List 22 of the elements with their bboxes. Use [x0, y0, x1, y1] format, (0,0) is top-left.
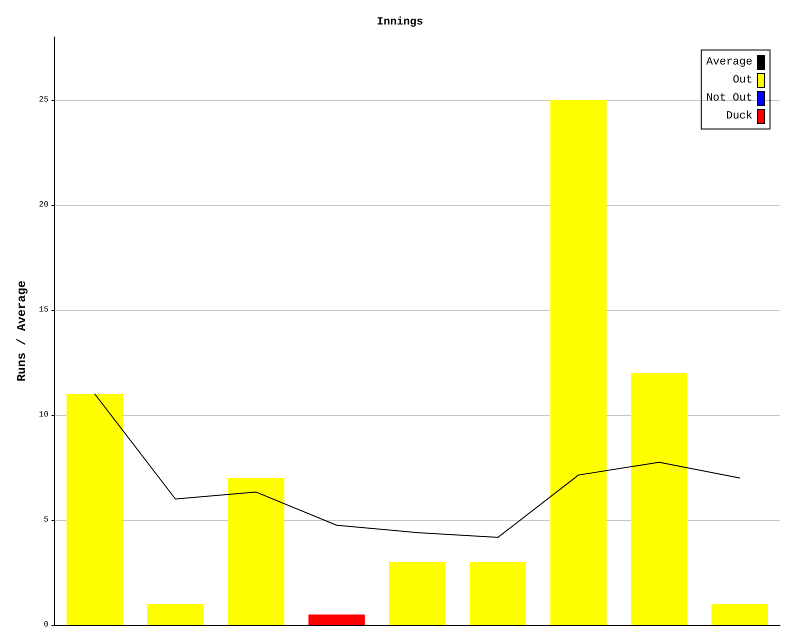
bar — [550, 100, 607, 625]
bar — [308, 614, 365, 625]
y-tick-label: 15 — [38, 306, 49, 314]
y-axis-title: Runs / Average — [15, 280, 29, 382]
bar — [389, 562, 446, 625]
chart-title: Innings — [376, 16, 424, 28]
y-tick-label: 20 — [38, 200, 49, 210]
bar — [228, 478, 284, 625]
bar — [470, 562, 526, 625]
bar — [147, 604, 204, 625]
y-tick-label: 25 — [38, 96, 49, 104]
bar — [630, 373, 688, 625]
bar — [711, 604, 768, 625]
legend-label: Out — [732, 74, 752, 86]
bar — [66, 394, 124, 625]
y-tick-label: 0 — [44, 620, 49, 630]
legend-label: Not Out — [706, 92, 752, 104]
legend-label: Average — [706, 56, 752, 68]
line-series — [94, 394, 740, 538]
y-tick-label: 5 — [44, 516, 49, 524]
y-tick-label: 10 — [38, 410, 49, 420]
legend-label: Duck — [726, 110, 753, 122]
